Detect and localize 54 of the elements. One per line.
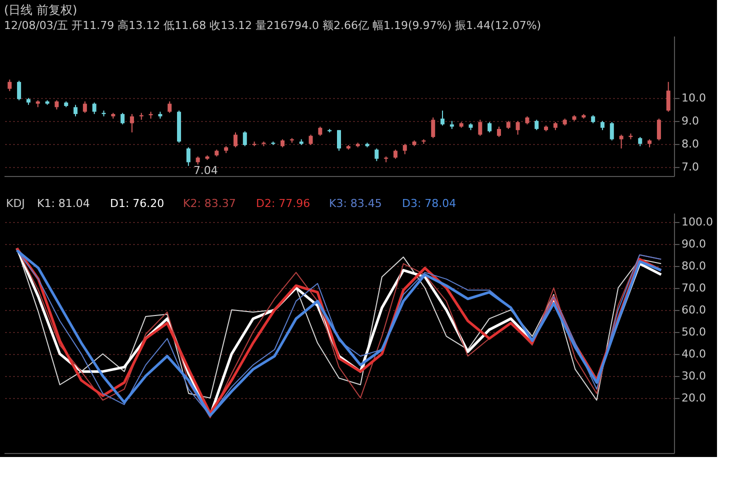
text: K2: 83.37 bbox=[183, 197, 236, 210]
candlestick bbox=[402, 143, 407, 155]
candlestick bbox=[666, 81, 670, 112]
y-tick-label: 10.0 bbox=[682, 91, 706, 104]
candlestick bbox=[619, 134, 624, 149]
y-tick-label: 40.0 bbox=[682, 347, 706, 360]
candlestick bbox=[308, 134, 313, 146]
candlestick bbox=[656, 118, 661, 141]
candlestick bbox=[168, 100, 172, 114]
candlestick bbox=[393, 149, 398, 160]
y-tick-label: 20.0 bbox=[682, 391, 706, 404]
y-tick-label: 7.0 bbox=[682, 160, 699, 174]
candlestick bbox=[337, 130, 341, 152]
candlestick bbox=[534, 119, 539, 131]
chart-title: (日线 前复权) bbox=[4, 3, 78, 17]
candlestick bbox=[130, 114, 134, 133]
text: K3: 83.45 bbox=[329, 197, 382, 210]
text: D1: 76.20 bbox=[110, 197, 164, 210]
text: D3: 78.04 bbox=[402, 197, 456, 210]
y-tick-label: 30.0 bbox=[682, 369, 706, 382]
candlestick bbox=[478, 119, 482, 136]
y-tick-label: 9.0 bbox=[682, 114, 699, 128]
candlestick bbox=[8, 79, 12, 92]
annotation: 7.04 bbox=[193, 164, 218, 177]
chart-title: KDJ bbox=[6, 197, 25, 210]
candlestick bbox=[496, 126, 501, 138]
candlestick bbox=[242, 130, 247, 147]
candlestick bbox=[318, 126, 322, 136]
text: K1: 81.04 bbox=[37, 197, 90, 210]
y-tick-label: 100.0 bbox=[682, 215, 713, 228]
candlestick bbox=[431, 116, 436, 139]
y-tick-label: 8.0 bbox=[682, 137, 699, 150]
candlestick bbox=[186, 146, 190, 166]
text: D2: 77.96 bbox=[256, 197, 310, 210]
candlestick bbox=[17, 80, 22, 101]
candlestick bbox=[92, 102, 96, 115]
candlestick bbox=[516, 120, 520, 136]
candlestick bbox=[82, 100, 87, 114]
candlestick bbox=[638, 136, 642, 147]
candlestick bbox=[54, 100, 59, 110]
y-tick-label: 60.0 bbox=[682, 303, 706, 316]
candlestick bbox=[74, 104, 78, 117]
candlestick bbox=[120, 112, 125, 125]
y-tick-label: 50.0 bbox=[682, 325, 706, 338]
candlestick bbox=[600, 120, 604, 131]
candlestick bbox=[488, 122, 492, 133]
y-tick-label: 80.0 bbox=[682, 259, 706, 272]
candlestick bbox=[440, 110, 445, 126]
y-tick-label: 70.0 bbox=[682, 281, 706, 294]
chart-subtitle: 12/08/03/五 开11.79 高13.12 低11.68 收13.12 量216794.0 额2.66亿 幅1.19(9.97%) 振1.44(12.07%) bbox=[4, 19, 542, 32]
candlestick bbox=[610, 122, 614, 141]
candlestick bbox=[374, 148, 379, 162]
candlestick bbox=[233, 132, 238, 148]
y-tick-label: 90.0 bbox=[682, 237, 706, 250]
